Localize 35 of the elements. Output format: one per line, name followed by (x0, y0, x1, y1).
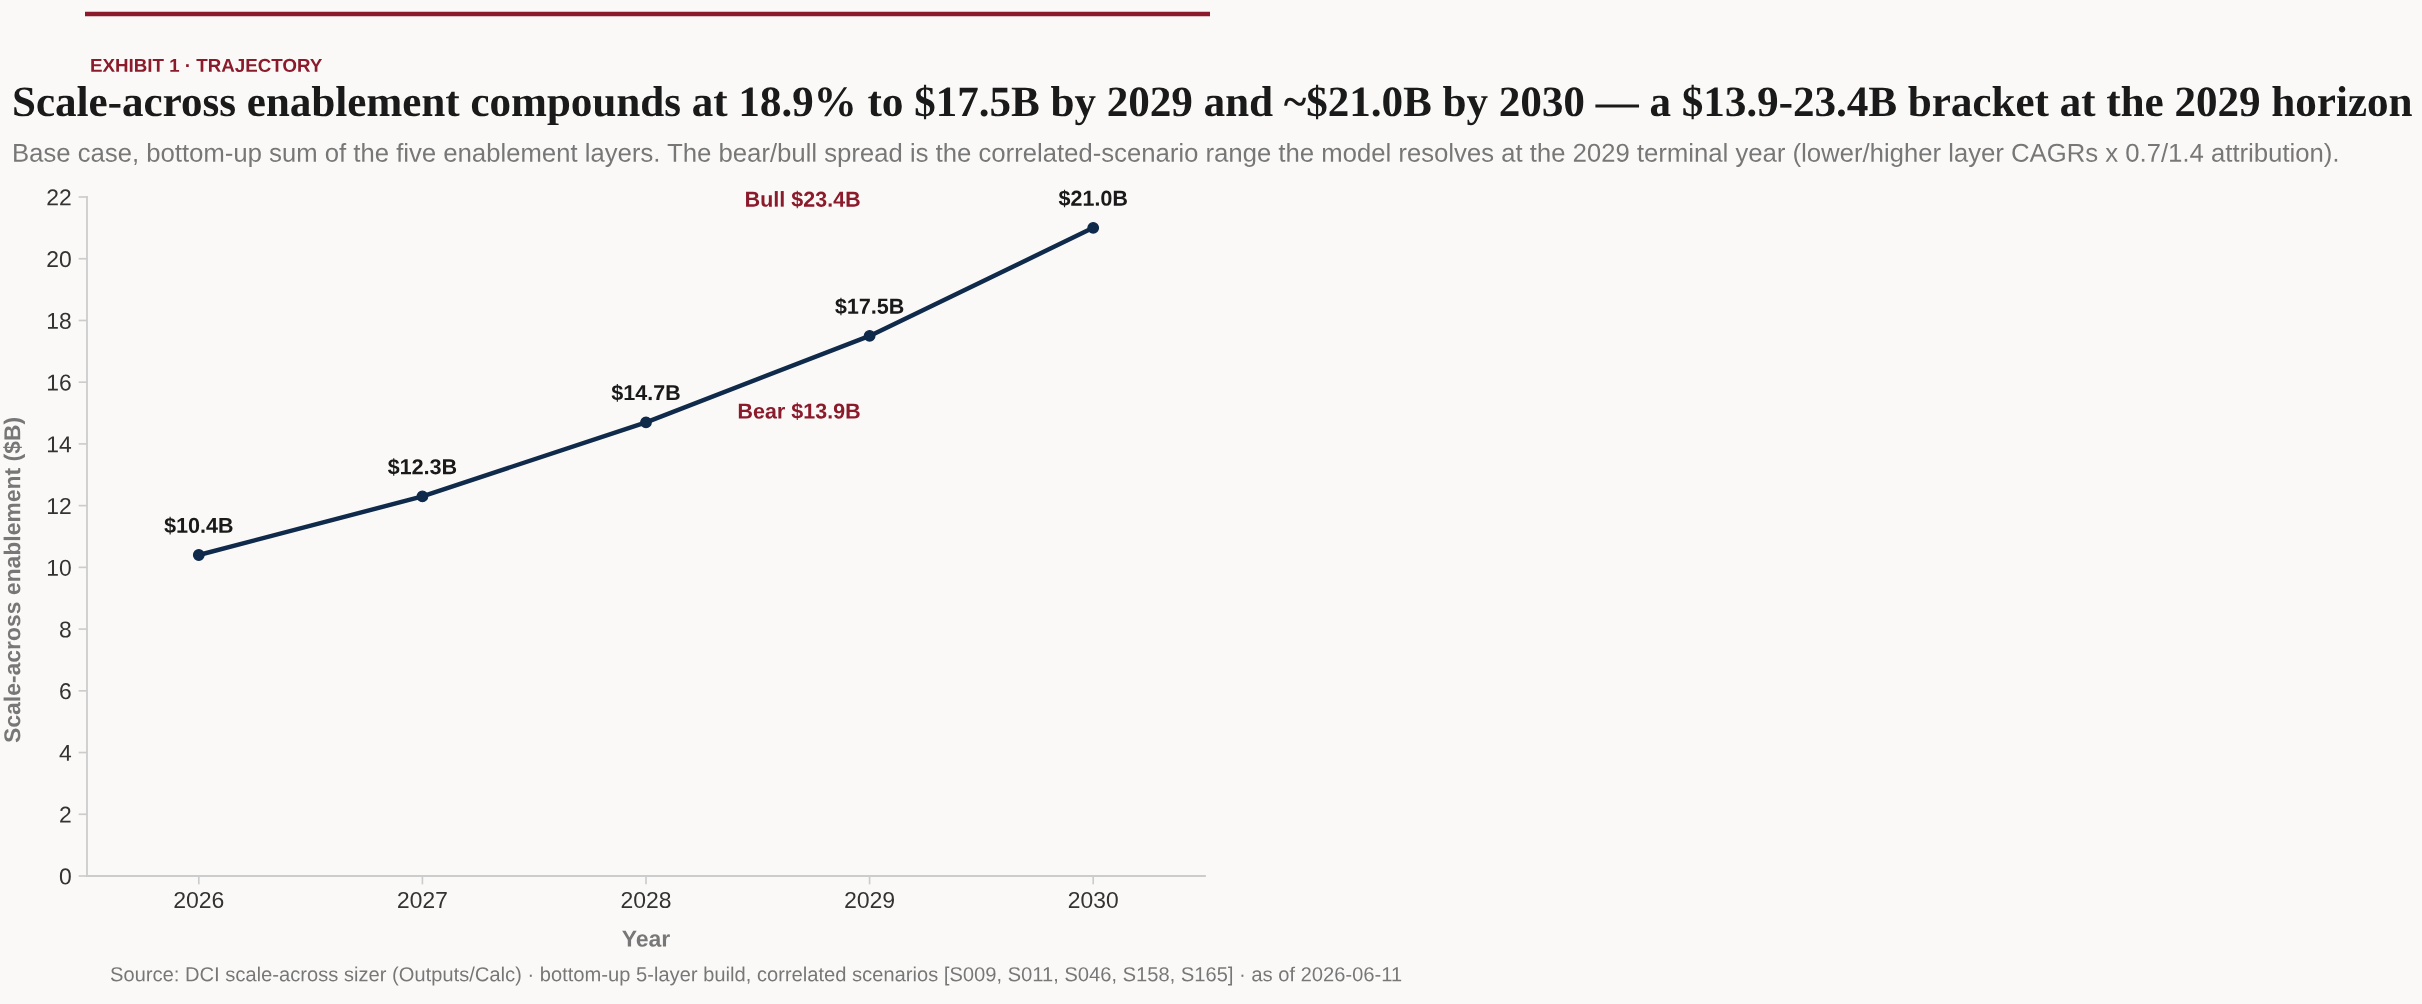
x-axis-title: Year (622, 930, 670, 947)
x-tick-label: 2026 (174, 891, 224, 909)
annotation: Bear $13.9B (738, 402, 860, 421)
y-axis-title: Scale-across enablement ($B) (3, 418, 25, 743)
y-tick-label: 14 (47, 436, 72, 453)
data-label: $14.7B (611, 384, 680, 402)
data-label: $17.5B (835, 297, 904, 316)
chart-title: Scale-across enablement compounds at 18.9% to $17.5B by 2029 and ~$21.0B by 2030 — a $13.9-23.4B bracket at the 2029 horizon (14, 84, 2412, 126)
y-tick-label: 10 (47, 559, 71, 576)
text: EXHIBIT 1 · TRAJECTORY (91, 58, 323, 73)
source-note: Source: DCI scale-across sizer (Outputs/Calc) · bottom-up 5-layer build, correlated scenarios [S009, S011, S046, S158, S165] · as of 2026-06-11 (110, 966, 1402, 986)
x-tick-label: 2030 (1068, 891, 1118, 909)
y-tick-label: 22 (47, 189, 71, 206)
y-tick-label: 20 (47, 251, 71, 268)
y-tick-label: 12 (47, 497, 71, 514)
y-tick-label: 6 (60, 683, 71, 700)
x-tick-label: 2029 (845, 891, 895, 909)
point (863, 329, 876, 342)
y-tick-label: 0 (59, 868, 71, 885)
chart-subtitle: Base case, bottom-up sum of the five enablement layers. The bear/bull spread is the correlated-scenario range the model resolves at the 2029 terminal year (lower/higher layer CAGRs x 0.7/1.4 attribution). (14, 143, 2338, 167)
data-label: $10.4B (164, 516, 233, 535)
x-tick-label: 2027 (398, 891, 447, 909)
annotation: Bull $23.4B (746, 190, 860, 209)
y-tick-label: 16 (47, 374, 71, 391)
y-tick-label: 8 (59, 621, 71, 638)
point (1087, 221, 1100, 234)
y-tick-label: 2 (60, 806, 71, 823)
data-label: $12.3B (387, 458, 457, 476)
data-label: $21.0B (1058, 189, 1127, 208)
point (416, 490, 429, 503)
y-tick-label: 18 (47, 312, 71, 329)
x-tick-label: 2028 (621, 891, 671, 909)
point (192, 549, 205, 561)
point (640, 416, 652, 429)
y-tick-label: 4 (59, 745, 72, 761)
